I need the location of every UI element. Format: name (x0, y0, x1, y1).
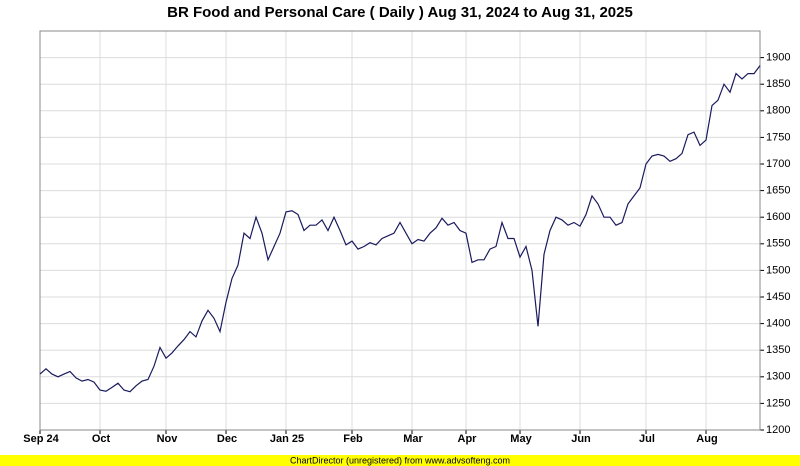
plot-border (39, 30, 761, 431)
y-tick-label: 1700 (766, 158, 790, 170)
y-tick-label: 1650 (766, 185, 790, 197)
x-tick-label: Jun (571, 433, 591, 445)
x-tick-label: Nov (157, 433, 179, 445)
x-tick-label: Mar (403, 433, 423, 445)
x-tick-label: Aug (696, 433, 717, 445)
y-tick-label: 1800 (766, 105, 790, 117)
x-tick-label: Jan 25 (270, 433, 304, 445)
y-tick-label: 1450 (766, 291, 790, 303)
x-tick-label: Apr (458, 433, 478, 445)
x-tick-label: Oct (92, 433, 111, 445)
y-tick-label: 1500 (766, 264, 790, 276)
y-tick-label: 1300 (766, 371, 790, 383)
y-tick-label: 1750 (766, 131, 790, 143)
y-tick-label: 1850 (766, 78, 790, 90)
chart-title: BR Food and Personal Care ( Daily ) Aug … (167, 4, 633, 21)
y-tick-label: 1200 (766, 424, 790, 436)
x-tick-label: May (510, 433, 532, 445)
y-tick-label: 1250 (766, 397, 790, 409)
y-tick-label: 1400 (766, 318, 790, 330)
x-tick-label: Dec (217, 433, 237, 445)
price-line (39, 65, 761, 393)
y-tick-label: 1900 (766, 52, 790, 64)
footer: ChartDirector (unregistered) from www.ad… (290, 455, 510, 465)
y-tick-label: 1550 (766, 238, 790, 250)
footer-bar (0, 455, 800, 466)
plot-area (39, 30, 761, 431)
x-tick-label: Jul (639, 433, 655, 445)
y-tick-label: 1600 (766, 211, 790, 223)
y-tick-label: 1350 (766, 344, 790, 356)
x-tick-label: Sep 24 (23, 433, 59, 445)
x-tick-label: Feb (343, 433, 363, 445)
